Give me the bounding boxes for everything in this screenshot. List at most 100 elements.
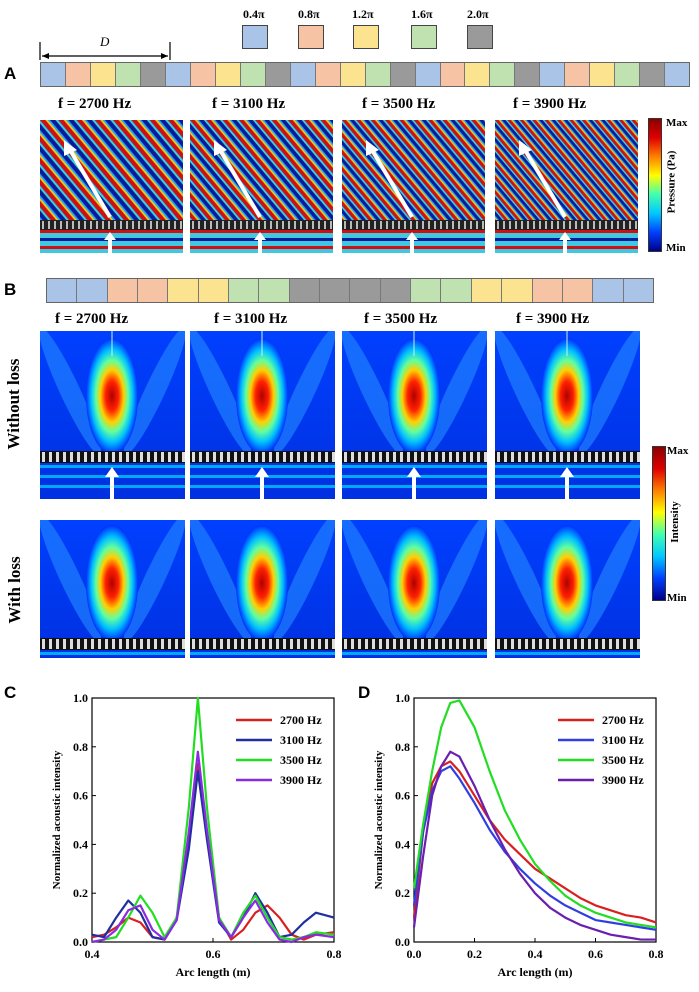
strip-cell: [471, 279, 503, 302]
y-tick-label: 0.2: [73, 886, 88, 900]
legend-label-0: 0.4π: [243, 7, 265, 21]
strip-cell: [198, 279, 230, 302]
pressure-map-2: [342, 120, 485, 253]
legend-swatch-4: [467, 25, 493, 49]
x-tick-label: 0.8: [649, 947, 664, 961]
pressure-min: Min: [666, 242, 686, 254]
legend-label: 3100 Hz: [280, 733, 322, 747]
strip-cell: [465, 63, 491, 86]
chart-d: 0.0 0.2 0.4 0.6 0.8 0.0 0.2 0.4 0.6 0.8 1.0 Arc len…: [373, 691, 664, 979]
period-label: D: [100, 34, 110, 49]
x-tick-label: 0.6: [206, 947, 221, 961]
with-loss-map-1: [190, 520, 335, 658]
strip-cell: [240, 63, 266, 86]
strip-cell: [562, 279, 594, 302]
strip-cell: [615, 63, 641, 86]
strip-cell: [490, 63, 516, 86]
series-line-3100-hz: [91, 770, 335, 941]
metasurface-strip-a: [40, 62, 690, 87]
strip-cell: [265, 63, 291, 86]
strip-cell: [315, 63, 341, 86]
strip-cell: [593, 279, 624, 302]
strip-cell: [390, 63, 416, 86]
series-line-3500-hz: [412, 699, 657, 929]
series-line-3100-hz: [412, 765, 657, 931]
freq-title-a-0: f = 2700 Hz: [58, 96, 132, 112]
pressure-title: Pressure (Pa): [665, 150, 678, 214]
with-loss-map-2: [342, 520, 487, 658]
freq-title-b-2: f = 3500 Hz: [364, 311, 438, 327]
legend-label-3: 1.6π: [411, 7, 433, 21]
legend-label: 3500 Hz: [280, 753, 322, 767]
strip-cell: [65, 63, 91, 86]
panel-label-b: B: [4, 280, 17, 299]
y-tick-label: 0.4: [395, 837, 410, 851]
strip-cell: [138, 279, 169, 302]
legend-label: 3900 Hz: [280, 773, 322, 787]
strip-cell: [165, 63, 191, 86]
y-tick-label: 0.8: [395, 740, 410, 754]
legend-label: 2700 Hz: [602, 713, 644, 727]
series-line-3500-hz: [91, 696, 335, 944]
with-loss-map-3: [495, 520, 640, 658]
x-tick-label: 0.4: [528, 947, 543, 961]
y-tick-label: 0.6: [73, 789, 88, 803]
legend-label-1: 0.8π: [298, 7, 320, 21]
strip-cell: [380, 279, 412, 302]
strip-cell: [415, 63, 441, 86]
strip-cell: [665, 63, 690, 86]
y-tick-label: 0.0: [73, 935, 88, 949]
period-marker: [39, 42, 171, 60]
strip-cell: [259, 279, 290, 302]
x-tick-label: 0.6: [588, 947, 603, 961]
strip-cell: [289, 279, 321, 302]
pressure-max: Max: [666, 117, 688, 129]
strip-cell: [441, 279, 472, 302]
strip-cell: [77, 279, 108, 302]
strip-cell: [502, 279, 533, 302]
legend-label: 3900 Hz: [602, 773, 644, 787]
legend-swatch-2: [353, 25, 379, 49]
y-tick-label: 0.4: [73, 837, 88, 851]
strip-cell: [90, 63, 116, 86]
intensity-min: Min: [667, 592, 687, 604]
strip-cell: [47, 279, 78, 302]
strip-cell: [532, 279, 563, 302]
strip-cell: [590, 63, 616, 86]
strip-cell: [411, 279, 442, 302]
strip-cell: [215, 63, 241, 86]
y-axis-label: Normalized acoustic intensity: [373, 750, 385, 889]
freq-title-a-1: f = 3100 Hz: [212, 96, 286, 112]
metasurface-strip-b: [46, 278, 654, 303]
panel-label-c: C: [4, 683, 17, 702]
x-tick-label: 0.0: [407, 947, 422, 961]
strip-cell: [290, 63, 316, 86]
row-label-without-loss: Without loss: [4, 358, 23, 450]
strip-cell: [107, 279, 139, 302]
legend-swatch-3: [411, 25, 437, 49]
x-axis-label: Arc length (m): [497, 965, 572, 979]
freq-title-a-2: f = 3500 Hz: [362, 96, 436, 112]
intensity-colorbar: [652, 446, 666, 601]
strip-cell: [623, 279, 653, 302]
with-loss-map-0: [40, 520, 185, 658]
strip-cell: [540, 63, 566, 86]
panel-label-d: D: [358, 683, 371, 702]
series-line-2700-hz: [91, 762, 335, 941]
y-axis-label: Normalized acoustic intensity: [51, 750, 63, 889]
strip-cell: [350, 279, 381, 302]
strip-cell: [190, 63, 216, 86]
strip-cell: [365, 63, 391, 86]
without-loss-map-3: [495, 331, 640, 499]
strip-cell: [565, 63, 591, 86]
strip-cell: [440, 63, 466, 86]
x-tick-label: 0.2: [467, 947, 482, 961]
freq-title-b-0: f = 2700 Hz: [55, 311, 129, 327]
strip-cell: [640, 63, 666, 86]
intensity-max: Max: [667, 445, 689, 457]
freq-title-b-3: f = 3900 Hz: [516, 311, 590, 327]
y-tick-label: 0.8: [73, 740, 88, 754]
pressure-map-1: [190, 120, 333, 253]
freq-title-b-1: f = 3100 Hz: [214, 311, 288, 327]
legend-label: 2700 Hz: [280, 713, 322, 727]
